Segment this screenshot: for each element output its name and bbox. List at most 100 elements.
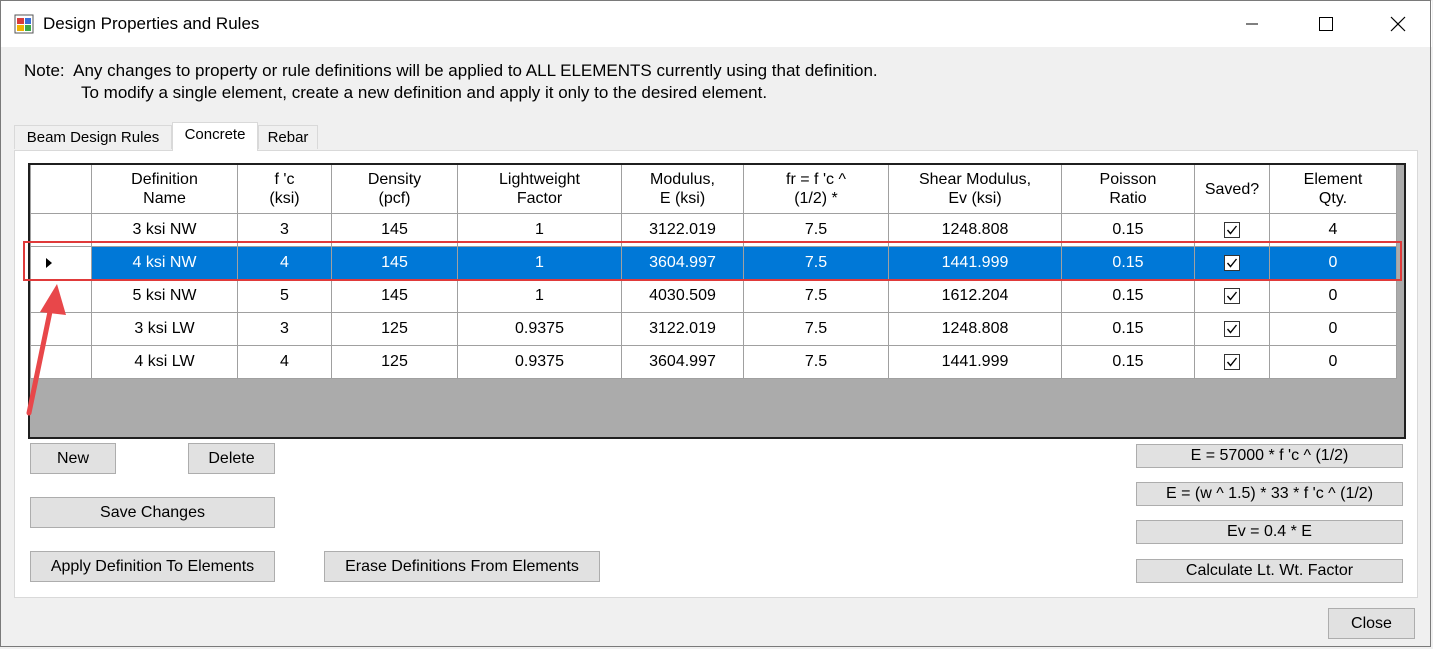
cell-shear-modulus[interactable]: 1441.999 — [888, 345, 1062, 379]
column-header[interactable]: fr = f 'c ^ (1/2) * — [743, 165, 889, 214]
cell-shear-modulus[interactable]: 1248.808 — [888, 312, 1062, 346]
cell-modulus[interactable]: 3604.997 — [621, 345, 744, 379]
window-title: Design Properties and Rules — [43, 14, 260, 33]
cell-fr[interactable]: 7.5 — [743, 345, 889, 379]
tab-rebar[interactable]: Rebar — [258, 125, 318, 149]
cell-lw-factor[interactable]: 1 — [457, 279, 622, 313]
cell-shear-modulus[interactable]: 1441.999 — [888, 246, 1062, 280]
tab-beam-design-rules[interactable]: Beam Design Rules — [14, 125, 172, 149]
cell-name[interactable]: 5 ksi NW — [91, 279, 238, 313]
cell-poisson[interactable]: 0.15 — [1061, 279, 1195, 313]
cell-shear-modulus[interactable]: 1248.808 — [888, 213, 1062, 247]
saved-checkbox[interactable] — [1224, 320, 1240, 337]
table-row[interactable]: 3 ksi LW 3 125 0.9375 3122.019 7.5 1248.… — [30, 312, 1397, 346]
cell-fc[interactable]: 4 — [237, 345, 332, 379]
cell-element-qty[interactable]: 0 — [1269, 312, 1397, 346]
cell-poisson[interactable]: 0.15 — [1061, 213, 1195, 247]
table-row-selected[interactable]: 4 ksi NW 4 145 1 3604.997 7.5 1441.999 0… — [30, 246, 1397, 280]
note-line-2: To modify a single element, create a new… — [81, 83, 768, 102]
column-header[interactable]: Shear Modulus, Ev (ksi) — [888, 165, 1062, 214]
formula-ev-button[interactable]: Ev = 0.4 * E — [1136, 520, 1403, 544]
cell-poisson[interactable]: 0.15 — [1061, 312, 1195, 346]
minimize-button[interactable] — [1229, 1, 1275, 47]
delete-button[interactable]: Delete — [188, 443, 275, 474]
apply-definition-button[interactable]: Apply Definition To Elements — [30, 551, 275, 582]
table-row[interactable]: 4 ksi LW 4 125 0.9375 3604.997 7.5 1441.… — [30, 345, 1397, 379]
column-header[interactable]: f 'c (ksi) — [237, 165, 332, 214]
app-icon — [14, 14, 34, 34]
table-row[interactable]: 3 ksi NW 3 145 1 3122.019 7.5 1248.808 0… — [30, 213, 1397, 247]
row-header[interactable] — [30, 213, 92, 247]
maximize-button[interactable] — [1303, 1, 1349, 47]
cell-lw-factor[interactable]: 1 — [457, 213, 622, 247]
concrete-definitions-grid[interactable]: Definition Name f 'c (ksi) Density (pcf)… — [28, 163, 1406, 439]
cell-name[interactable]: 3 ksi LW — [91, 312, 238, 346]
cell-modulus[interactable]: 3122.019 — [621, 312, 744, 346]
cell-element-qty[interactable]: 0 — [1269, 345, 1397, 379]
note-text: Note: Any changes to property or rule de… — [24, 60, 878, 104]
cell-shear-modulus[interactable]: 1612.204 — [888, 279, 1062, 313]
close-button[interactable]: Close — [1328, 608, 1415, 639]
table-row[interactable]: 5 ksi NW 5 145 1 4030.509 7.5 1612.204 0… — [30, 279, 1397, 313]
cell-fr[interactable]: 7.5 — [743, 246, 889, 280]
saved-checkbox[interactable] — [1224, 353, 1240, 370]
formula-e-button[interactable]: E = 57000 * f 'c ^ (1/2) — [1136, 444, 1403, 468]
cell-saved[interactable] — [1194, 246, 1270, 280]
column-header[interactable]: Modulus, E (ksi) — [621, 165, 744, 214]
tab-concrete[interactable]: Concrete — [172, 122, 258, 151]
cell-saved[interactable] — [1194, 213, 1270, 247]
calculate-lw-factor-button[interactable]: Calculate Lt. Wt. Factor — [1136, 559, 1403, 583]
close-window-button[interactable] — [1375, 1, 1421, 47]
cell-fr[interactable]: 7.5 — [743, 213, 889, 247]
cell-element-qty[interactable]: 0 — [1269, 246, 1397, 280]
cell-density[interactable]: 125 — [331, 345, 458, 379]
saved-checkbox[interactable] — [1224, 287, 1240, 304]
cell-poisson[interactable]: 0.15 — [1061, 345, 1195, 379]
save-changes-button[interactable]: Save Changes — [30, 497, 275, 528]
saved-checkbox[interactable] — [1224, 254, 1240, 271]
column-header[interactable]: Poisson Ratio — [1061, 165, 1195, 214]
row-header[interactable] — [30, 279, 92, 313]
cell-name[interactable]: 3 ksi NW — [91, 213, 238, 247]
column-header[interactable]: Lightweight Factor — [457, 165, 622, 214]
cell-modulus[interactable]: 3122.019 — [621, 213, 744, 247]
cell-element-qty[interactable]: 4 — [1269, 213, 1397, 247]
cell-name[interactable]: 4 ksi NW — [91, 246, 238, 280]
cell-modulus[interactable]: 3604.997 — [621, 246, 744, 280]
cell-fc[interactable]: 3 — [237, 213, 332, 247]
column-header[interactable]: Element Qty. — [1269, 165, 1397, 214]
cell-saved[interactable] — [1194, 279, 1270, 313]
cell-density[interactable]: 125 — [331, 312, 458, 346]
row-header[interactable] — [30, 345, 92, 379]
saved-checkbox[interactable] — [1224, 221, 1240, 238]
cell-density[interactable]: 145 — [331, 246, 458, 280]
cell-lw-factor[interactable]: 0.9375 — [457, 312, 622, 346]
cell-fr[interactable]: 7.5 — [743, 312, 889, 346]
cell-element-qty[interactable]: 0 — [1269, 279, 1397, 313]
cell-fc[interactable]: 4 — [237, 246, 332, 280]
cell-name[interactable]: 4 ksi LW — [91, 345, 238, 379]
column-header[interactable]: Saved? — [1194, 165, 1270, 214]
cell-fc[interactable]: 5 — [237, 279, 332, 313]
new-button[interactable]: New — [30, 443, 116, 474]
cell-modulus[interactable]: 4030.509 — [621, 279, 744, 313]
cell-density[interactable]: 145 — [331, 213, 458, 247]
cell-lw-factor[interactable]: 0.9375 — [457, 345, 622, 379]
cell-saved[interactable] — [1194, 345, 1270, 379]
column-header[interactable]: Density (pcf) — [331, 165, 458, 214]
current-row-indicator-icon — [46, 258, 52, 268]
cell-fr[interactable]: 7.5 — [743, 279, 889, 313]
erase-definitions-button[interactable]: Erase Definitions From Elements — [324, 551, 600, 582]
cell-poisson[interactable]: 0.15 — [1061, 246, 1195, 280]
row-header-corner — [30, 165, 92, 214]
cell-density[interactable]: 145 — [331, 279, 458, 313]
column-header[interactable]: Definition Name — [91, 165, 238, 214]
cell-lw-factor[interactable]: 1 — [457, 246, 622, 280]
cell-fc[interactable]: 3 — [237, 312, 332, 346]
cell-saved[interactable] — [1194, 312, 1270, 346]
row-header[interactable] — [30, 312, 92, 346]
checkmark-icon — [1226, 324, 1238, 334]
checkmark-icon — [1226, 258, 1238, 268]
row-header[interactable] — [30, 246, 92, 280]
formula-e-weight-button[interactable]: E = (w ^ 1.5) * 33 * f 'c ^ (1/2) — [1136, 482, 1403, 506]
